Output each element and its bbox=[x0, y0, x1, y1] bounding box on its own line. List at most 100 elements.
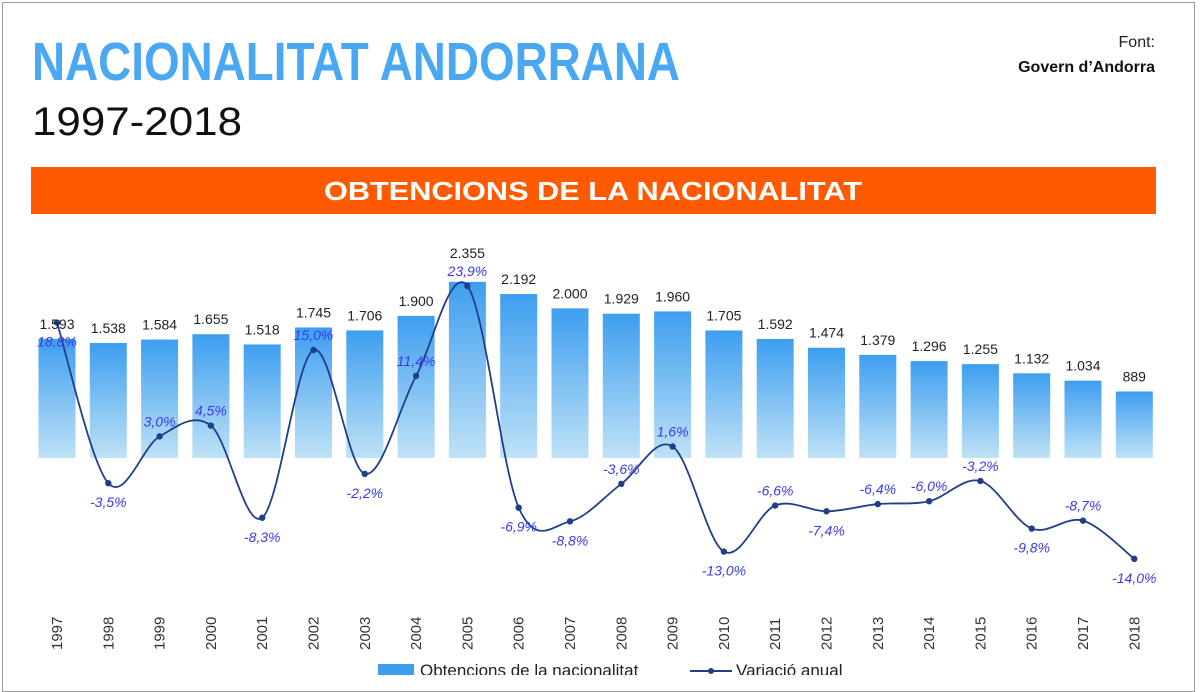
section-banner bbox=[31, 167, 1156, 214]
bar-value-label: 1.584 bbox=[142, 317, 177, 333]
bar-2014 bbox=[910, 361, 948, 458]
variation-label: 11,4% bbox=[397, 353, 436, 369]
x-tick-label: 1998 bbox=[100, 617, 117, 650]
legend-swatch-bars bbox=[378, 664, 414, 675]
variation-label: -3,2% bbox=[962, 458, 999, 474]
variation-point bbox=[1028, 525, 1035, 532]
variation-label: -6,6% bbox=[757, 483, 794, 499]
variation-point bbox=[925, 498, 933, 505]
variation-point bbox=[105, 480, 112, 487]
x-tick-label: 2003 bbox=[357, 617, 374, 650]
bar-value-label: 2.355 bbox=[450, 245, 485, 261]
x-tick-label: 2007 bbox=[562, 617, 579, 650]
variation-label: 23,9% bbox=[447, 263, 488, 279]
x-tick-label: 2009 bbox=[665, 617, 682, 650]
bar-2012 bbox=[808, 347, 845, 458]
bar-value-label: 1.745 bbox=[296, 304, 331, 320]
variation-label: 4,5% bbox=[195, 403, 227, 419]
x-tick-label: 2002 bbox=[306, 617, 323, 650]
variation-label: -14,0% bbox=[1112, 570, 1156, 586]
bar-2007 bbox=[551, 308, 589, 458]
bar-value-label: 1.705 bbox=[706, 307, 741, 323]
bar-1998 bbox=[89, 342, 127, 458]
banner-title: OBTENCIONS DE LA NACIONALITAT bbox=[324, 176, 862, 206]
variation-label: -6,9% bbox=[500, 519, 537, 535]
variation-point bbox=[618, 480, 625, 488]
source-name: Govern d’Andorra bbox=[1018, 59, 1155, 76]
x-tick-label: 2017 bbox=[1075, 617, 1092, 650]
variation-point bbox=[977, 477, 984, 485]
variation-point bbox=[53, 319, 61, 326]
source-label: Font: bbox=[1119, 34, 1155, 51]
bar-2011 bbox=[756, 338, 794, 458]
x-tick-label: 1999 bbox=[152, 617, 169, 650]
variation-label: -3,6% bbox=[603, 461, 640, 477]
bar-2017 bbox=[1064, 380, 1102, 458]
variation-label: -6,4% bbox=[860, 481, 897, 497]
subtitle: 1997-2018 bbox=[32, 100, 242, 144]
variation-point bbox=[361, 470, 368, 478]
bar-2001 bbox=[243, 344, 281, 458]
bar-value-label: 1.929 bbox=[604, 291, 639, 307]
bar-2010 bbox=[705, 330, 743, 458]
x-tick-label: 1997 bbox=[49, 617, 66, 650]
variation-point bbox=[1131, 555, 1138, 562]
variation-label: -2,2% bbox=[347, 485, 384, 501]
variation-label: -6,0% bbox=[911, 478, 948, 494]
legend-label-bars: Obtencions de la nacionalitat bbox=[420, 661, 639, 675]
variation-point bbox=[1079, 517, 1087, 524]
variation-point bbox=[310, 346, 317, 354]
x-tick-label: 2013 bbox=[870, 617, 887, 650]
bar-value-label: 2.192 bbox=[501, 271, 536, 287]
x-tick-label: 2004 bbox=[408, 617, 425, 650]
x-tick-label: 2008 bbox=[613, 617, 630, 650]
bar-2009 bbox=[654, 311, 692, 458]
bar-value-label: 1.474 bbox=[809, 325, 844, 341]
bar-value-label: 889 bbox=[1123, 369, 1147, 385]
variation-point bbox=[412, 372, 420, 380]
x-tick-label: 2005 bbox=[459, 617, 476, 650]
legend-label-line: Variació anual bbox=[736, 661, 842, 675]
variation-point bbox=[874, 500, 881, 508]
bar-value-label: 1.034 bbox=[1065, 358, 1100, 374]
x-tick-label: 2016 bbox=[1024, 617, 1041, 650]
bar-value-label: 1.592 bbox=[758, 316, 793, 332]
x-tick-label: 2012 bbox=[819, 617, 836, 650]
bar-2005 bbox=[448, 281, 486, 458]
x-tick-label: 2015 bbox=[972, 617, 989, 650]
bar-value-label: 1.518 bbox=[245, 321, 280, 337]
bar-value-label: 1.255 bbox=[963, 341, 998, 357]
variation-label: 18,8% bbox=[37, 334, 77, 350]
bar-2000 bbox=[192, 334, 230, 458]
variation-point bbox=[207, 422, 215, 429]
bar-value-label: 1.132 bbox=[1014, 350, 1049, 366]
variation-point bbox=[823, 508, 830, 515]
variation-label: -13,0% bbox=[702, 563, 746, 579]
bar-2016 bbox=[1013, 373, 1051, 458]
variation-label: 3,0% bbox=[144, 413, 176, 429]
variation-label: -7,4% bbox=[808, 522, 845, 538]
variation-label: 15,0% bbox=[294, 327, 334, 343]
infographic: NACIONALITAT ANDORRANA 1997-2018 Font: G… bbox=[31, 32, 1156, 675]
variation-point bbox=[720, 548, 728, 555]
x-tick-label: 2010 bbox=[716, 617, 733, 650]
x-tick-label: 2018 bbox=[1126, 617, 1143, 650]
variation-point bbox=[772, 502, 779, 509]
bar-value-label: 1.655 bbox=[193, 311, 228, 327]
x-tick-label: 2011 bbox=[767, 618, 784, 650]
bar-2013 bbox=[859, 354, 897, 458]
bar-value-label: 1.296 bbox=[912, 338, 947, 354]
variation-label: -8,3% bbox=[244, 529, 281, 545]
bar-value-label: 1.960 bbox=[655, 288, 690, 304]
bar-2008 bbox=[602, 313, 640, 458]
x-tick-label: 2000 bbox=[203, 617, 220, 650]
bar-2006 bbox=[500, 294, 538, 458]
legend-marker bbox=[708, 668, 714, 674]
variation-label: -8,8% bbox=[552, 532, 589, 548]
variation-point bbox=[566, 518, 574, 525]
bar-1997 bbox=[38, 338, 76, 458]
bar-2018 bbox=[1115, 391, 1153, 458]
bar-1999 bbox=[141, 339, 179, 458]
bar-value-label: 1.593 bbox=[39, 316, 74, 332]
variation-point bbox=[464, 282, 471, 290]
